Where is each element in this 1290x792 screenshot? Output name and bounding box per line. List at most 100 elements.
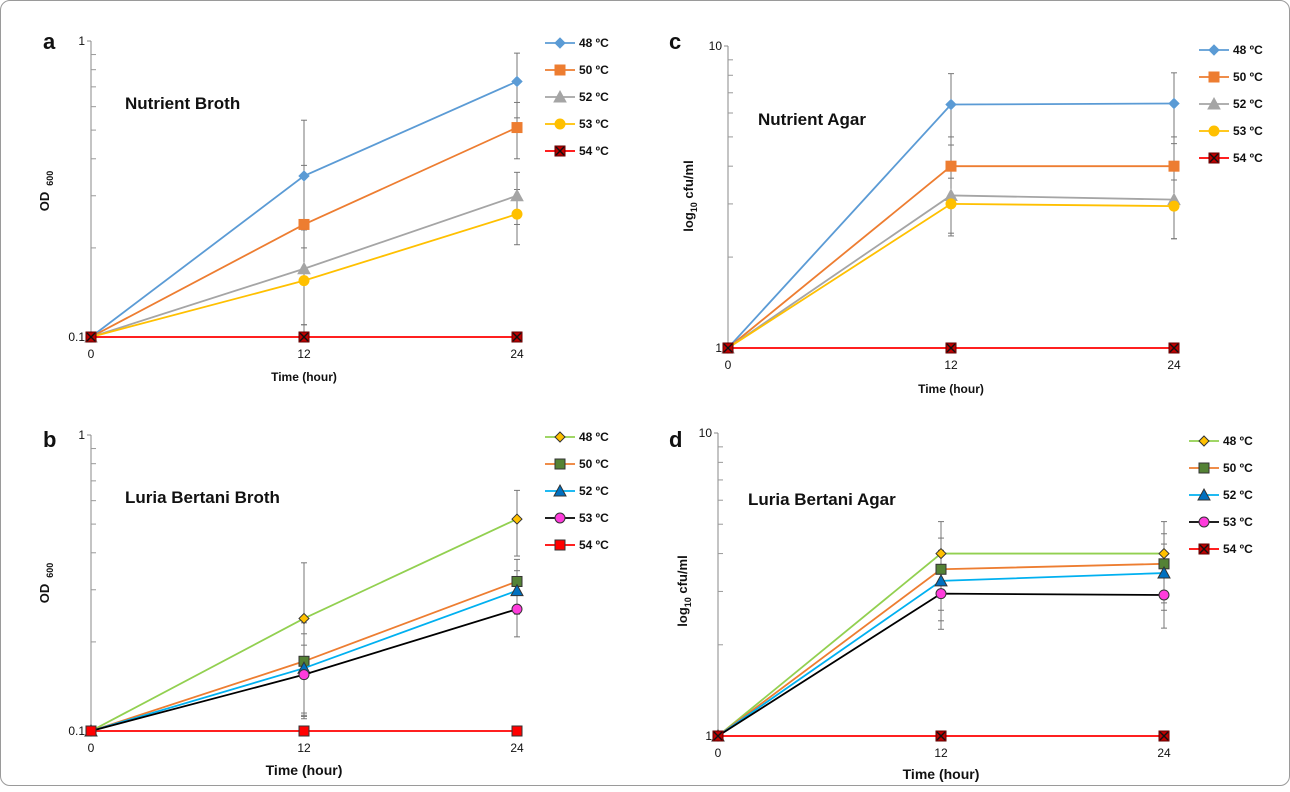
data-point (298, 669, 310, 681)
data-point (945, 342, 957, 354)
data-point (297, 261, 311, 275)
data-point (1168, 97, 1180, 110)
data-point (945, 198, 957, 210)
chart-title: Luria Bertani Agar (748, 490, 896, 509)
x-tick-label: 12 (944, 358, 958, 372)
legend-label: 52 ºC (1233, 97, 1263, 111)
legend-marker (553, 89, 567, 103)
legend: 48 ºC 50 ºC 52 ºC 53 ºC 54 ºC (1199, 43, 1263, 165)
data-point (298, 725, 310, 737)
data-point (1157, 565, 1171, 579)
legend-marker (1198, 543, 1210, 555)
x-tick-label: 12 (934, 746, 948, 760)
data-point (1168, 160, 1180, 172)
legend-label: 50 ºC (1223, 461, 1253, 475)
x-tick-label: 0 (88, 347, 95, 361)
legend-marker (554, 145, 566, 157)
y-axis-label: OD600 (37, 563, 55, 604)
legend-label: 50 ºC (579, 457, 609, 471)
legend-label: 54 ºC (579, 144, 609, 158)
legend-label: 50 ºC (579, 63, 609, 77)
x-tick-label: 0 (715, 746, 722, 760)
x-tick-label: 0 (725, 358, 732, 372)
x-tick-label: 24 (510, 347, 524, 361)
data-point (298, 275, 310, 287)
legend-label: 48 ºC (1233, 43, 1263, 57)
x-tick-label: 24 (510, 741, 524, 755)
legend: 48 ºC 50 ºC 52 ºC 53 ºC 54 ºC (1189, 434, 1253, 556)
legend-label: 54 ºC (579, 538, 609, 552)
data-point (712, 730, 724, 742)
y-tick-label: 1 (78, 34, 85, 48)
legend-marker (554, 64, 566, 76)
data-point (511, 603, 523, 615)
x-axis-label: Time (hour) (271, 370, 337, 384)
data-point (722, 342, 734, 354)
legend-label: 53 ºC (1223, 515, 1253, 529)
data-point (298, 331, 310, 343)
y-tick-label: 10 (699, 426, 713, 440)
data-point (298, 218, 310, 230)
legend-label: 52 ºC (1223, 488, 1253, 502)
data-point (298, 612, 310, 625)
data-point (1158, 589, 1170, 601)
legend-marker (554, 118, 566, 130)
legend-label: 48 ºC (1223, 434, 1253, 448)
x-axis-label: Time (hour) (918, 382, 984, 396)
legend-marker (554, 539, 566, 551)
legend-marker (1197, 487, 1211, 501)
panel-letter: d (669, 427, 682, 452)
legend-marker (1198, 516, 1210, 528)
x-axis-label: Time (hour) (266, 762, 343, 778)
legend-label: 54 ºC (1223, 542, 1253, 556)
chart-panel-c: 1 10 0 12 24 Time (hour) log10 cfu/ml c Nutrient… (669, 29, 1263, 396)
data-point (511, 75, 523, 88)
chart-panel-b: 0.1 1 0 12 24 Time (hour) OD600 b Luria Bertani … (37, 427, 609, 778)
x-tick-label: 0 (88, 741, 95, 755)
chart-title: Nutrient Agar (758, 110, 866, 129)
x-tick-label: 24 (1157, 746, 1171, 760)
data-point (511, 725, 523, 737)
data-point (85, 331, 97, 343)
legend-marker (1207, 96, 1221, 110)
data-point (298, 170, 310, 182)
legend-label: 48 ºC (579, 36, 609, 50)
legend-marker (554, 37, 566, 49)
data-point (934, 573, 948, 587)
y-tick-label: 1 (705, 729, 712, 743)
x-axis-label: Time (hour) (903, 766, 980, 782)
data-point (511, 208, 523, 220)
data-point (1168, 342, 1180, 354)
chart-title: Luria Bertani Broth (125, 488, 280, 507)
legend-label: 50 ºC (1233, 70, 1263, 84)
data-point (511, 122, 523, 134)
data-point (510, 188, 524, 202)
y-axis-label: log10 cfu/ml (675, 555, 693, 626)
chart-panel-a: 0.1 1 0 12 24 Time (hour) OD600 a Nutrient Broth… (37, 29, 609, 384)
data-point (511, 331, 523, 343)
legend-label: 54 ºC (1233, 151, 1263, 165)
legend: 48 ºC 50 ºC 52 ºC 53 ºC 54 ºC (545, 430, 609, 552)
legend-marker (1208, 152, 1220, 164)
data-point (1158, 730, 1170, 742)
y-tick-label: 0.1 (68, 330, 85, 344)
y-tick-label: 1 (715, 341, 722, 355)
data-point (935, 547, 947, 560)
legend-label: 53 ºC (579, 511, 609, 525)
legend-marker (1208, 71, 1220, 83)
panel-letter: a (43, 29, 56, 54)
legend-marker (1198, 435, 1210, 447)
y-tick-label: 10 (709, 39, 723, 53)
legend-marker (554, 458, 566, 470)
legend-label: 48 ºC (579, 430, 609, 444)
y-tick-label: 1 (78, 428, 85, 442)
data-point (1158, 547, 1170, 560)
y-tick-label: 0.1 (68, 724, 85, 738)
legend-label: 52 ºC (579, 90, 609, 104)
legend-marker (1208, 125, 1220, 137)
x-tick-label: 12 (297, 347, 311, 361)
data-point (85, 725, 97, 737)
legend-label: 53 ºC (579, 117, 609, 131)
data-point (945, 98, 957, 111)
